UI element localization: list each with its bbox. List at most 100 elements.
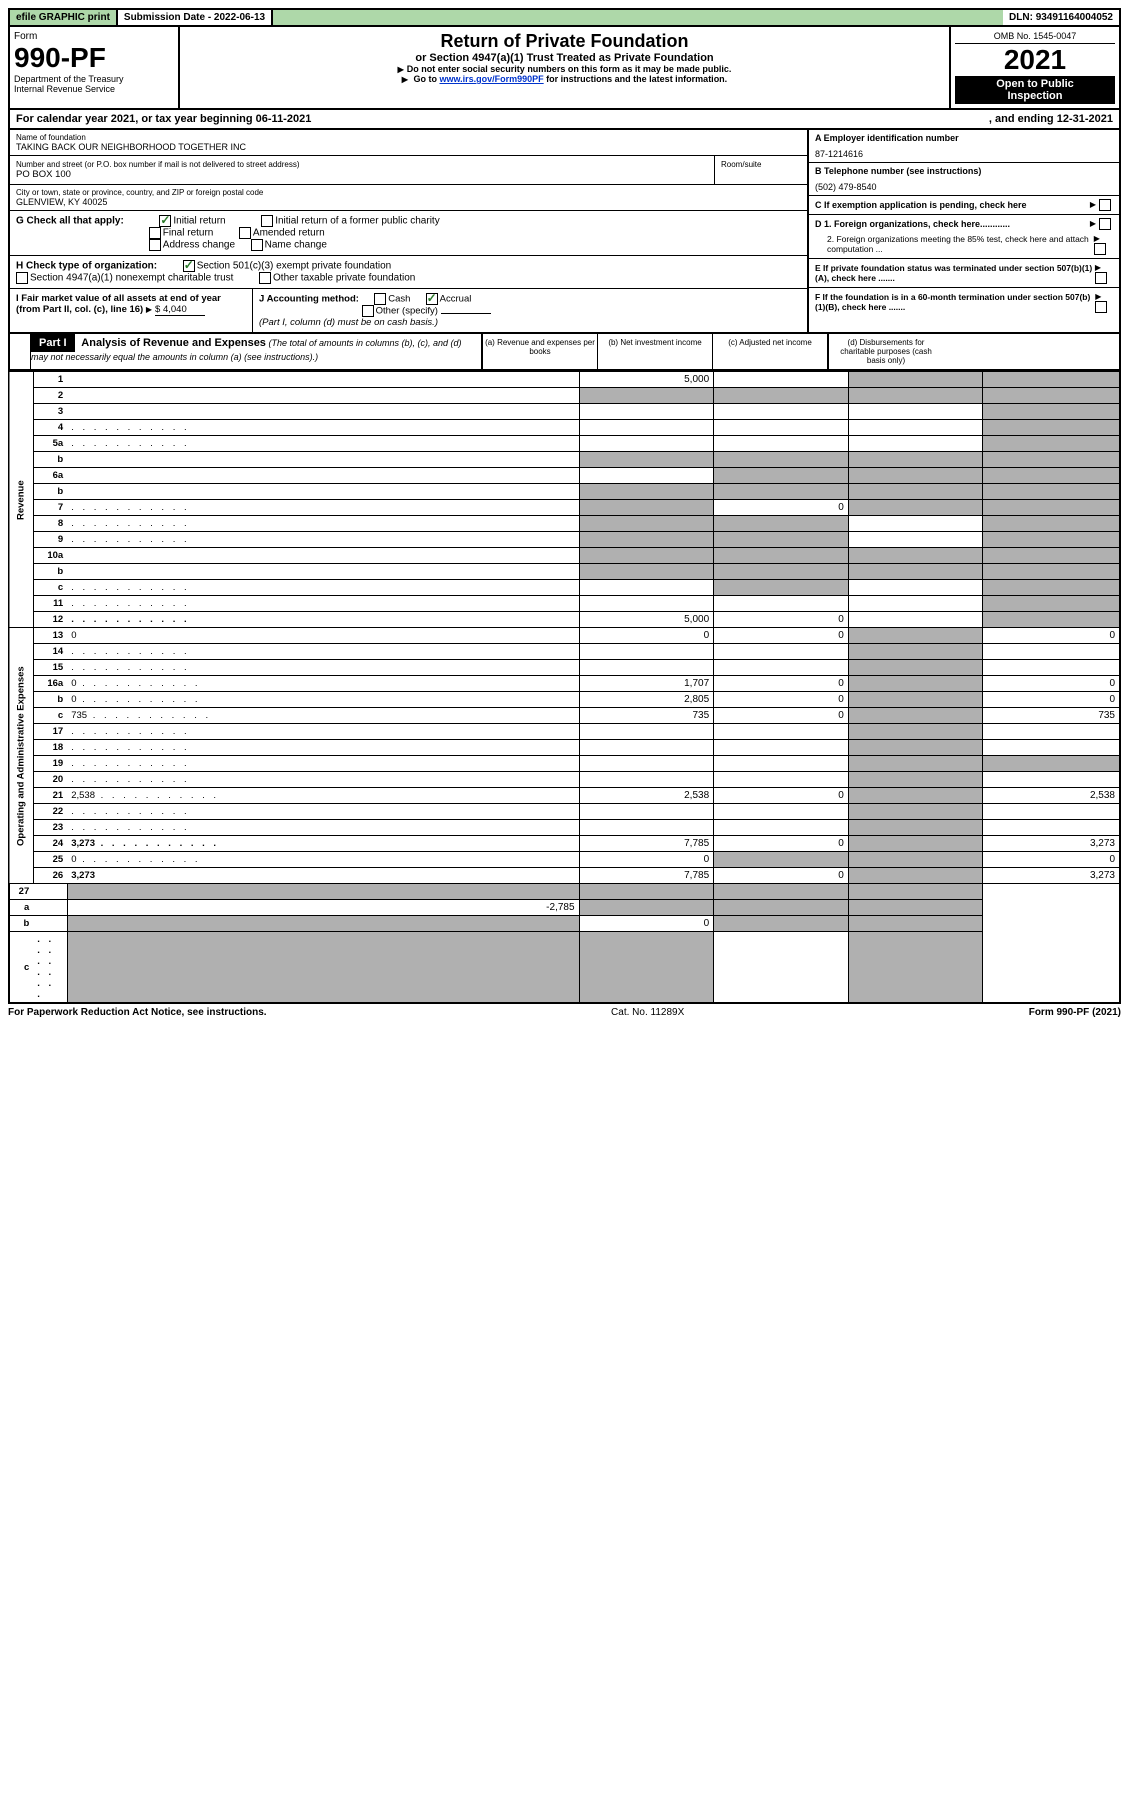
checkbox-other-taxable[interactable] bbox=[259, 272, 271, 284]
checkbox-501c3[interactable] bbox=[183, 260, 195, 272]
cell-c bbox=[848, 644, 983, 660]
table-row: 4 bbox=[9, 420, 1120, 436]
cell-c bbox=[848, 708, 983, 724]
cell-d bbox=[983, 660, 1120, 676]
cell-d bbox=[983, 724, 1120, 740]
submission-date: Submission Date - 2022-06-13 bbox=[118, 10, 273, 25]
city-state-zip: GLENVIEW, KY 40025 bbox=[16, 197, 801, 207]
row-description bbox=[67, 548, 579, 564]
dept-line-2: Internal Revenue Service bbox=[14, 84, 174, 94]
page-footer: For Paperwork Reduction Act Notice, see … bbox=[8, 1004, 1121, 1021]
cell-b bbox=[714, 404, 849, 420]
cell-c bbox=[848, 596, 983, 612]
row-number: a bbox=[9, 900, 33, 916]
cell-d bbox=[983, 484, 1120, 500]
cell-c bbox=[848, 676, 983, 692]
efile-label[interactable]: efile GRAPHIC print bbox=[10, 10, 118, 25]
cell-c bbox=[848, 452, 983, 468]
checkbox-accrual[interactable] bbox=[426, 293, 438, 305]
row-number: 7 bbox=[33, 500, 67, 516]
row-number: 4 bbox=[33, 420, 67, 436]
cell-c bbox=[848, 612, 983, 628]
cell-b bbox=[714, 468, 849, 484]
form-word: Form bbox=[14, 31, 174, 42]
row-number: 1 bbox=[33, 372, 67, 388]
cell-d bbox=[983, 388, 1120, 404]
table-row: 16a01,70700 bbox=[9, 676, 1120, 692]
cell-b: 0 bbox=[714, 868, 849, 884]
note-2: Go to www.irs.gov/Form990PF for instruct… bbox=[184, 74, 945, 84]
cell-b bbox=[714, 644, 849, 660]
cell-b bbox=[579, 900, 714, 916]
checkbox-name-change[interactable] bbox=[251, 239, 263, 251]
address-cell: Number and street (or P.O. box number if… bbox=[10, 156, 715, 184]
table-row: c bbox=[9, 580, 1120, 596]
city-cell: City or town, state or province, country… bbox=[10, 185, 807, 211]
note-1: Do not enter social security numbers on … bbox=[184, 64, 945, 74]
cell-b bbox=[579, 884, 714, 900]
checkbox-initial-former[interactable] bbox=[261, 215, 273, 227]
cell-a bbox=[579, 532, 714, 548]
checkbox-other-method[interactable] bbox=[362, 305, 374, 317]
row-number: b bbox=[33, 484, 67, 500]
checkbox-final-return[interactable] bbox=[149, 227, 161, 239]
cell-b bbox=[714, 852, 849, 868]
row-number: 17 bbox=[33, 724, 67, 740]
section-label: Revenue bbox=[9, 372, 33, 628]
table-row: 5a bbox=[9, 436, 1120, 452]
col-c-header: (c) Adjusted net income bbox=[712, 334, 827, 369]
checkbox-cash[interactable] bbox=[374, 293, 386, 305]
checkbox-d1[interactable] bbox=[1099, 218, 1111, 230]
cell-c bbox=[848, 500, 983, 516]
row-description: 0 bbox=[67, 692, 579, 708]
cell-b bbox=[714, 548, 849, 564]
cell-c bbox=[848, 580, 983, 596]
checkbox-4947[interactable] bbox=[16, 272, 28, 284]
form-header: Form 990-PF Department of the Treasury I… bbox=[8, 27, 1121, 110]
e-cell: E If private foundation status was termi… bbox=[809, 259, 1119, 288]
table-row: 22 bbox=[9, 804, 1120, 820]
table-row: 125,0000 bbox=[9, 612, 1120, 628]
top-bar: efile GRAPHIC print Submission Date - 20… bbox=[8, 8, 1121, 27]
row-description bbox=[33, 916, 67, 932]
form-number: 990-PF bbox=[14, 42, 174, 74]
row-number: 6a bbox=[33, 468, 67, 484]
ein-value: 87-1214616 bbox=[815, 143, 1113, 159]
checkbox-e[interactable] bbox=[1095, 272, 1107, 284]
checkbox-d2[interactable] bbox=[1094, 243, 1106, 255]
cell-d bbox=[983, 452, 1120, 468]
cell-c bbox=[848, 836, 983, 852]
col-d-header: (d) Disbursements for charitable purpose… bbox=[827, 334, 943, 369]
cell-d bbox=[848, 900, 983, 916]
checkbox-c-pending[interactable] bbox=[1099, 199, 1111, 211]
cell-a: 735 bbox=[579, 708, 714, 724]
table-row: 10a bbox=[9, 548, 1120, 564]
cell-b: 0 bbox=[714, 500, 849, 516]
row-number: b bbox=[33, 452, 67, 468]
cell-d bbox=[983, 820, 1120, 836]
checkbox-initial-return[interactable] bbox=[159, 215, 171, 227]
foundation-name-cell: Name of foundation TAKING BACK OUR NEIGH… bbox=[10, 130, 807, 156]
row-number: 8 bbox=[33, 516, 67, 532]
row-number: 27 bbox=[9, 884, 33, 900]
irs-link[interactable]: www.irs.gov/Form990PF bbox=[439, 74, 543, 84]
cell-d bbox=[848, 884, 983, 900]
row-description bbox=[33, 932, 67, 1004]
cell-a bbox=[579, 404, 714, 420]
table-row: 27 bbox=[9, 884, 1120, 900]
cell-a: 2,805 bbox=[579, 692, 714, 708]
row-description bbox=[67, 468, 579, 484]
checkbox-amended[interactable] bbox=[239, 227, 251, 239]
row-number: 24 bbox=[33, 836, 67, 852]
table-row: 20 bbox=[9, 772, 1120, 788]
cell-a bbox=[579, 820, 714, 836]
cell-c bbox=[848, 484, 983, 500]
table-row: 19 bbox=[9, 756, 1120, 772]
checkbox-f[interactable] bbox=[1095, 301, 1107, 313]
cell-d bbox=[983, 468, 1120, 484]
d-cell: D 1. Foreign organizations, check here..… bbox=[809, 215, 1119, 259]
cell-a bbox=[67, 932, 579, 1004]
row-description bbox=[67, 820, 579, 836]
checkbox-address-change[interactable] bbox=[149, 239, 161, 251]
cell-c bbox=[848, 788, 983, 804]
